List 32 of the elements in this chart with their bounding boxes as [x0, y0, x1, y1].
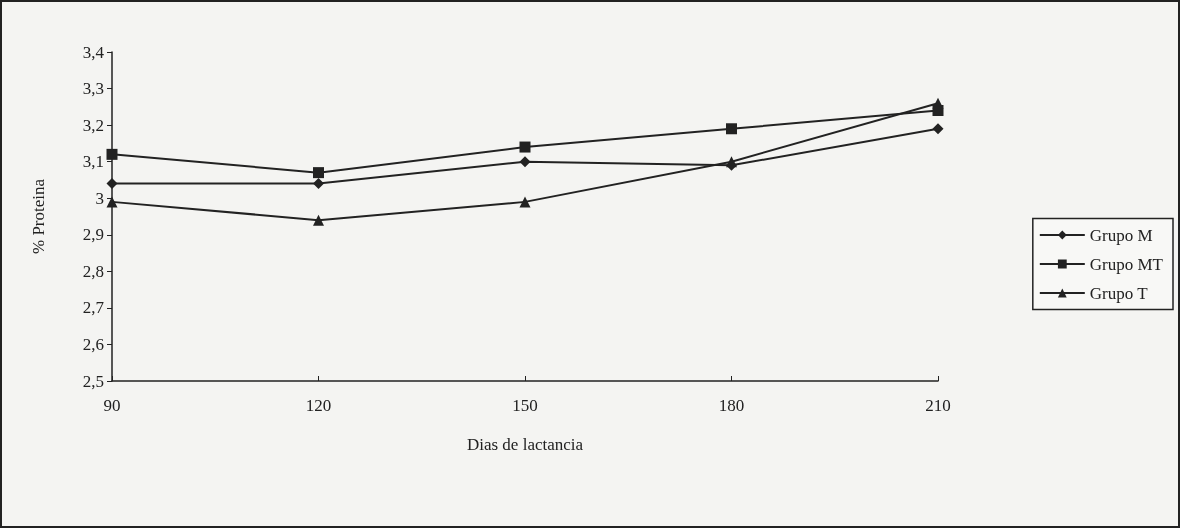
y-axis-title: % Proteina [29, 178, 48, 255]
y-tick-label: 2,9 [82, 225, 104, 245]
point [519, 196, 531, 208]
point [313, 167, 324, 179]
point [106, 148, 118, 160]
y-tick-label: 3 [95, 188, 104, 208]
legend-label: Grupo MT [1089, 254, 1164, 274]
point [932, 123, 944, 135]
y-tick-label: 2,6 [82, 334, 104, 354]
x-tick-label: 210 [925, 396, 951, 415]
y-tick-label: 3,4 [82, 42, 105, 62]
point [726, 123, 737, 135]
y-tick-label: 2,5 [82, 371, 104, 391]
y-tick-label: 2,8 [82, 261, 104, 281]
point [313, 214, 324, 226]
point [106, 178, 118, 190]
point [519, 141, 531, 153]
y-tick-label: 3,1 [82, 152, 104, 172]
x-tick-label: 120 [305, 396, 332, 415]
x-tick-label: 180 [718, 396, 745, 415]
point [106, 196, 118, 208]
x-tick-label: 90 [103, 396, 121, 415]
legend-label: Grupo T [1089, 283, 1149, 303]
y-tick-label: 3,3 [82, 79, 104, 99]
x-tick-label: 150 [512, 396, 538, 415]
y-tick-label: 3,2 [82, 115, 104, 135]
legend-label: Grupo M [1089, 225, 1153, 245]
point [313, 178, 324, 190]
point [932, 104, 944, 116]
x-axis-title: Dias de lactancia [466, 435, 584, 454]
y-tick-label: 2,7 [82, 298, 105, 318]
point [519, 156, 531, 168]
